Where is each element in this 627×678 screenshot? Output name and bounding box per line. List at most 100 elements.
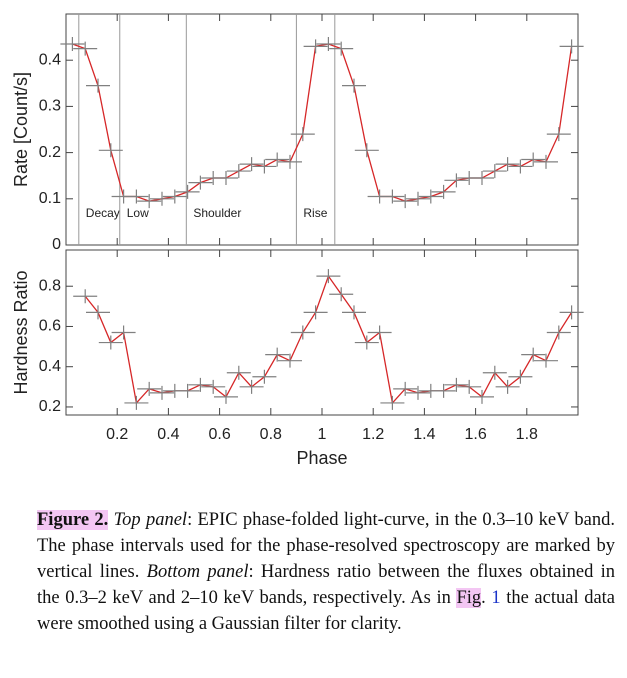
data-point (316, 37, 341, 52)
data-point (175, 383, 200, 398)
data-point (201, 379, 226, 394)
data-point (482, 164, 507, 179)
data-point (73, 41, 98, 56)
data-point (265, 347, 290, 362)
data-point (175, 184, 200, 199)
data-point (252, 369, 277, 384)
data-point (124, 395, 149, 410)
data-point (521, 152, 546, 167)
caption-label: Figure 2. (37, 510, 109, 530)
data-point (431, 383, 456, 398)
y-axis-label: Rate [Count/s] (11, 72, 31, 187)
data-point (534, 353, 558, 368)
data-point (367, 325, 392, 340)
data-point (470, 389, 494, 404)
data-point (393, 194, 418, 209)
data-point (406, 191, 430, 206)
data-point (73, 289, 98, 304)
bottom-frame (65, 249, 579, 416)
x-tick-label: 1 (318, 426, 327, 443)
data-point (342, 78, 366, 93)
data-point (226, 164, 251, 179)
caption-text: Fig (456, 588, 482, 608)
caption: Figure 2. Top panel: EPIC phase-folded l… (37, 507, 615, 637)
interval-label: Low (127, 206, 149, 220)
data-point (546, 325, 571, 340)
interval-label: Shoulder (193, 206, 241, 220)
x-tick-label: 1.6 (464, 426, 486, 443)
y-tick-label: 0 (52, 236, 61, 253)
data-point (418, 189, 443, 204)
data-line (84, 274, 573, 405)
caption-text: Top panel (113, 510, 188, 530)
data-point (98, 143, 123, 158)
data-point (86, 305, 110, 320)
data-point (546, 127, 571, 142)
data-point (86, 78, 110, 93)
data-point (278, 353, 302, 368)
data-point (162, 189, 187, 204)
data-point (111, 325, 136, 340)
data-point (354, 335, 379, 350)
data-point (239, 379, 264, 394)
x-tick-label: 1.2 (362, 426, 384, 443)
data-point (252, 159, 277, 174)
data-point (124, 189, 149, 204)
data-point (342, 305, 366, 320)
data-point (457, 379, 482, 394)
data-point (508, 369, 533, 384)
data-point (239, 157, 264, 172)
interval-label: Decay (86, 206, 120, 220)
data-point (278, 154, 302, 169)
y-tick-label: 0.2 (39, 398, 61, 415)
data-point (303, 39, 328, 54)
figure: 0 0.1 0.2 0.3 0.4 Rate [Count/s] Decay Low Shoul… (11, 13, 584, 468)
data-point (98, 335, 123, 350)
data-point (214, 171, 238, 186)
data-point (150, 191, 174, 206)
data-line (72, 43, 573, 202)
data-point (444, 173, 469, 188)
data-point (290, 127, 315, 142)
data-point (329, 287, 354, 302)
data-point (495, 379, 520, 394)
x-tick-label: 0.6 (208, 426, 230, 443)
data-point (444, 377, 469, 392)
caption-ref[interactable]: 1 (491, 588, 501, 608)
data-point (354, 143, 379, 158)
interval-label: Rise (303, 206, 327, 220)
data-point (290, 325, 315, 340)
data-point (559, 305, 584, 320)
data-point (60, 37, 85, 52)
y-tick-label: 0.6 (39, 318, 61, 335)
data-point (214, 389, 238, 404)
y-tick-label: 0.4 (39, 51, 61, 68)
data-point (188, 377, 213, 392)
data-point (380, 189, 405, 204)
caption-text: : Hardness ratio between the fluxes obta… (37, 562, 616, 608)
data-point (380, 395, 405, 410)
data-point (559, 39, 584, 54)
data-point (431, 184, 456, 199)
x-tick-label: 1.8 (516, 426, 538, 443)
data-point (521, 347, 546, 362)
data-point (150, 385, 174, 400)
x-axis-label: Phase (296, 448, 347, 468)
caption-text: : EPIC phase-folded light-curve, in the … (37, 510, 615, 582)
data-point (508, 159, 533, 174)
data-point (188, 175, 213, 190)
y-tick-label: 0.8 (39, 277, 61, 294)
data-point (226, 365, 251, 380)
y-tick-label: 0.2 (39, 144, 61, 161)
data-point (137, 194, 162, 209)
x-tick-label: 0.8 (260, 426, 282, 443)
x-tick-label: 0.4 (157, 426, 179, 443)
x-tick-label: 0.2 (106, 426, 128, 443)
y-tick-label: 0.3 (39, 98, 61, 115)
data-point (406, 385, 430, 400)
data-point (482, 365, 507, 380)
y-tick-label: 0.1 (39, 190, 61, 207)
caption-text: Bottom panel (146, 562, 249, 582)
data-point (303, 305, 328, 320)
